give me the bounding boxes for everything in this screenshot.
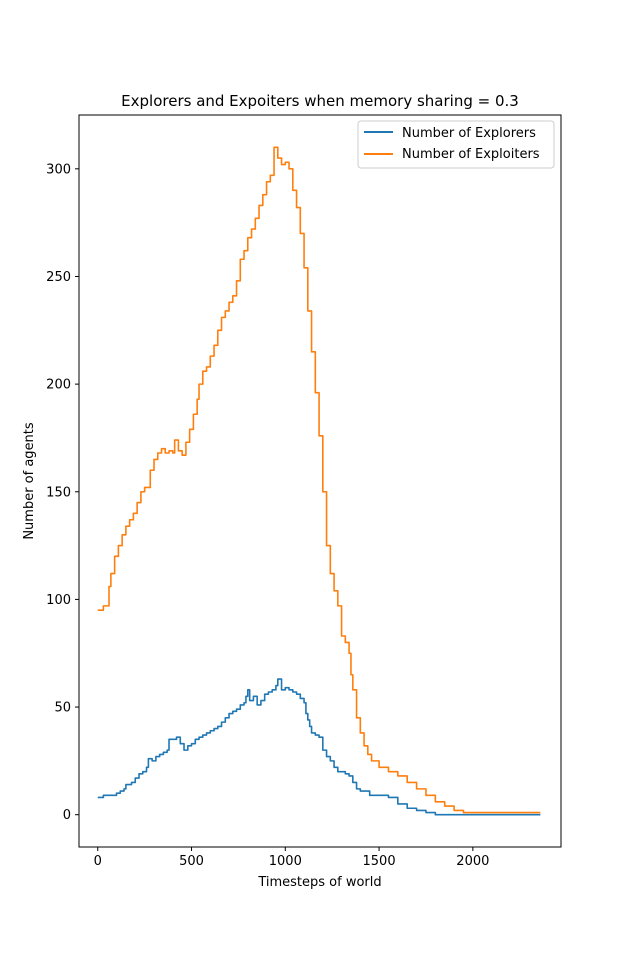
y-tick-label: 100 bbox=[46, 593, 71, 608]
plot-frame bbox=[78, 114, 562, 848]
legend-box bbox=[357, 120, 555, 169]
legend-label-exploiters: Number of Exploiters bbox=[402, 147, 540, 162]
y-axis: 0 50 100 150 200 250 300 bbox=[46, 162, 79, 823]
chart-title: Explorers and Expoiters when memory shar… bbox=[121, 92, 519, 110]
series-line-exploiters bbox=[97, 146, 541, 814]
y-tick-label: 250 bbox=[46, 270, 71, 285]
legend: Number of Explorers Number of Exploiters bbox=[357, 120, 555, 169]
y-tick-label: 50 bbox=[54, 701, 71, 716]
y-tick-label: 150 bbox=[46, 485, 71, 500]
x-tick-label: 2000 bbox=[456, 854, 489, 869]
y-tick-label: 200 bbox=[46, 378, 71, 393]
x-axis: 0 500 1000 1500 2000 bbox=[94, 847, 489, 869]
x-tick-label: 1500 bbox=[363, 854, 396, 869]
x-axis-label: Timesteps of world bbox=[257, 875, 381, 890]
x-tick-label: 1000 bbox=[269, 854, 302, 869]
series-layer bbox=[97, 146, 541, 816]
x-tick-label: 500 bbox=[179, 854, 204, 869]
y-tick-label: 300 bbox=[46, 162, 71, 177]
series-line-explorers bbox=[97, 678, 541, 816]
legend-label-explorers: Number of Explorers bbox=[402, 126, 536, 141]
y-tick-label: 0 bbox=[63, 808, 71, 823]
y-axis-label: Number of agents bbox=[22, 422, 37, 540]
x-tick-label: 0 bbox=[94, 854, 102, 869]
